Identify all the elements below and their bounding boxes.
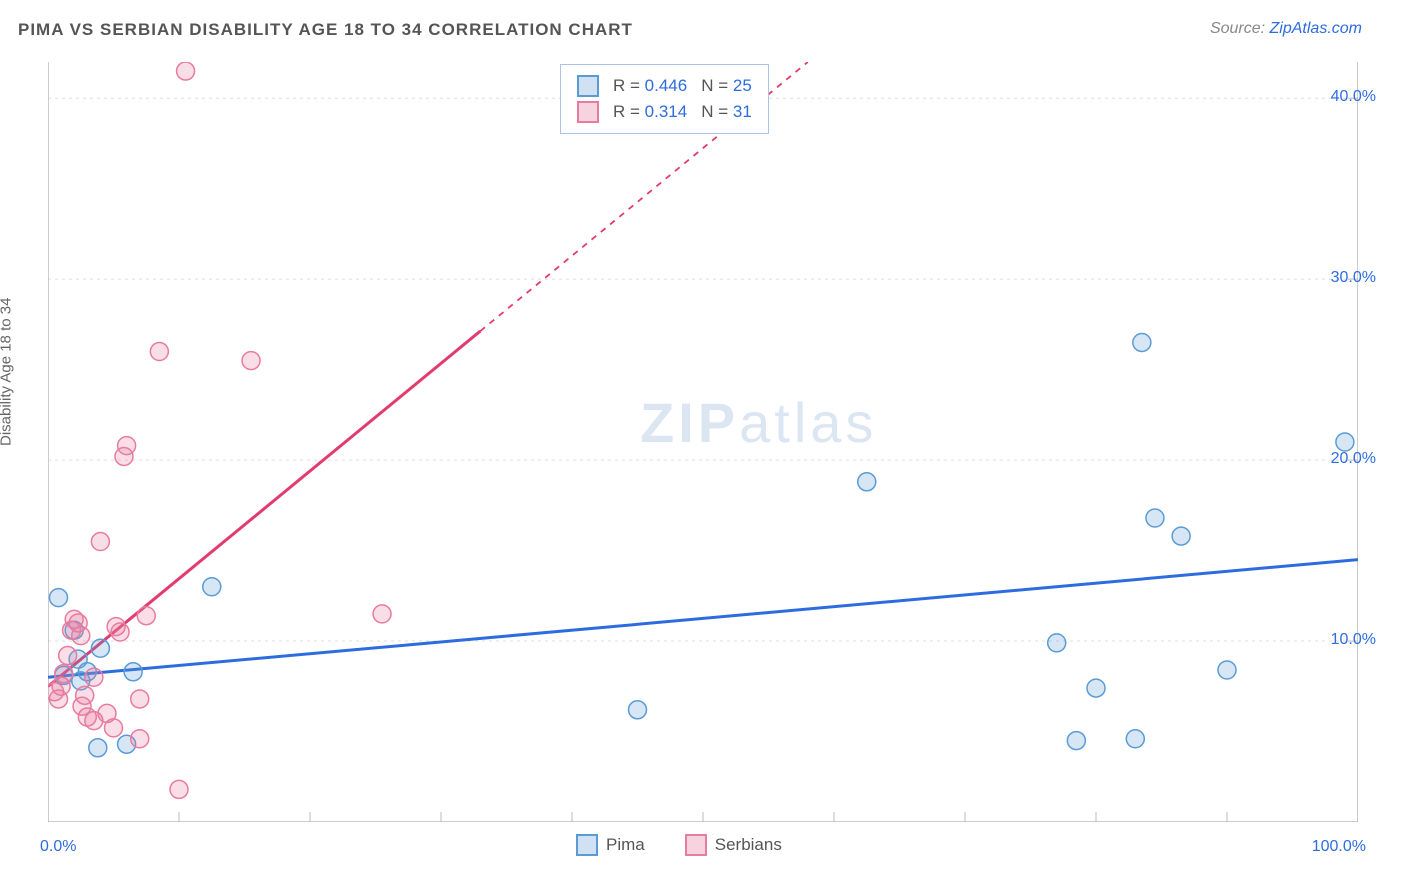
legend-label: Pima [606,835,645,854]
legend-r: R = 0.446 [613,76,687,96]
series-legend-item: Serbians [685,834,782,856]
legend-n: N = 25 [701,76,752,96]
legend-swatch [685,834,707,856]
series-legend-item: Pima [576,834,645,856]
source-attribution: Source: ZipAtlas.com [1210,20,1362,38]
y-tick-label: 20.0% [1296,450,1376,468]
x-tick-label: 100.0% [1286,838,1366,856]
legend-swatch [576,834,598,856]
legend-n: N = 31 [701,102,752,122]
scatter-plot [48,62,1358,822]
x-tick-label: 0.0% [40,838,120,856]
y-axis-label: Disability Age 18 to 34 [0,298,15,446]
legend-label: Serbians [715,835,782,854]
legend-row: R = 0.446 N = 25 [577,73,752,99]
chart-title: PIMA VS SERBIAN DISABILITY AGE 18 TO 34 … [18,20,633,40]
legend-row: R = 0.314 N = 31 [577,99,752,125]
source-link[interactable]: ZipAtlas.com [1270,20,1362,37]
correlation-legend: R = 0.446 N = 25 R = 0.314 N = 31 [560,64,769,134]
series-legend: Pima Serbians [576,834,782,856]
y-tick-label: 30.0% [1296,269,1376,287]
legend-r: R = 0.314 [613,102,687,122]
y-tick-label: 40.0% [1296,88,1376,106]
y-tick-label: 10.0% [1296,631,1376,649]
legend-swatch [577,101,599,123]
legend-swatch [577,75,599,97]
source-prefix: Source: [1210,20,1270,37]
